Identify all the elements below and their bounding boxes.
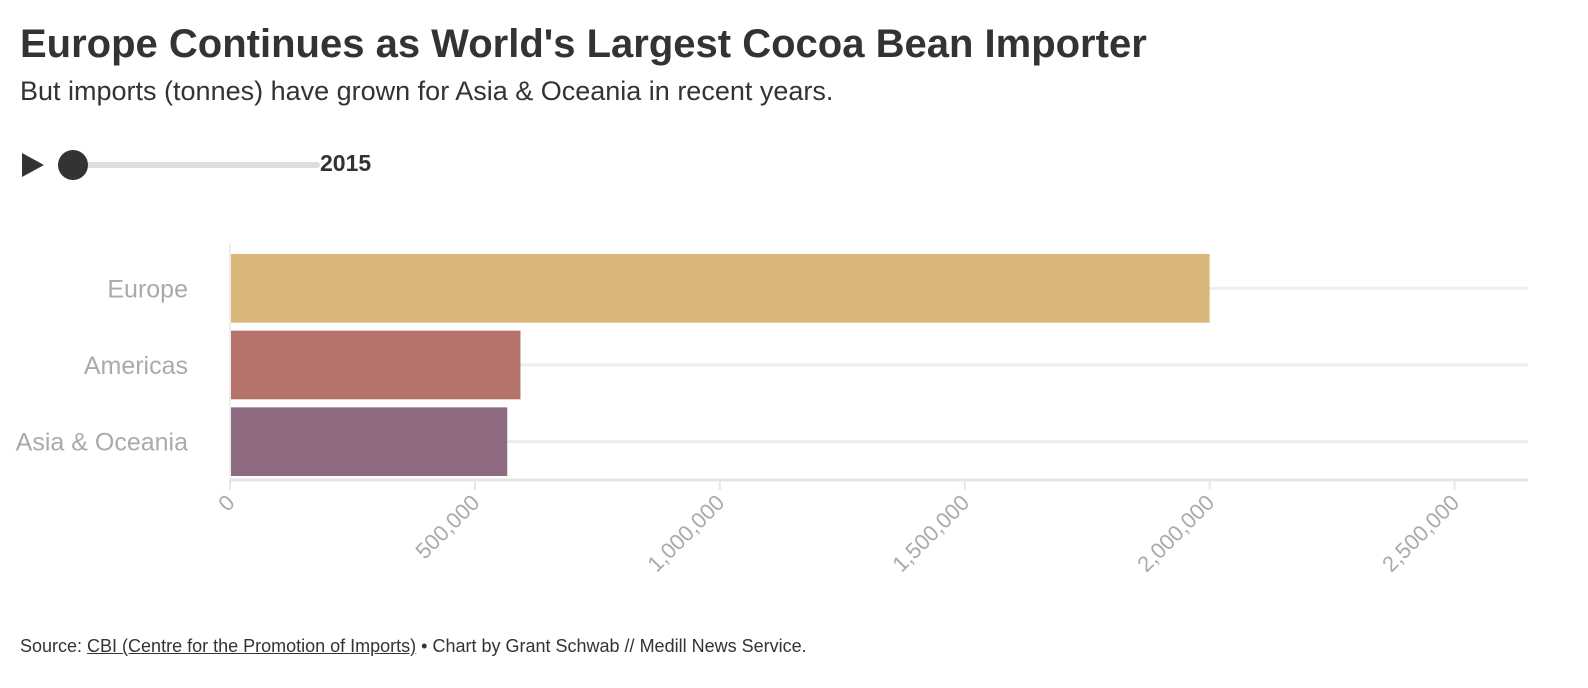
timeline-controls: 2015 xyxy=(20,148,440,182)
footer: Source: CBI (Centre for the Promotion of… xyxy=(20,636,807,657)
bars xyxy=(230,254,1210,476)
bar[interactable] xyxy=(230,407,508,476)
category-label: Europe xyxy=(107,275,188,303)
chart-subtitle: But imports (tonnes) have grown for Asia… xyxy=(20,76,834,106)
bar[interactable] xyxy=(230,254,1210,323)
category-label: Asia & Oceania xyxy=(16,429,188,457)
chart-title: Europe Continues as World's Largest Coco… xyxy=(20,22,1147,66)
chart-credit: • Chart by Grant Schwab // Medill News S… xyxy=(416,636,807,656)
category-label: Americas xyxy=(84,352,188,380)
source-prefix: Source: xyxy=(20,636,88,656)
year-slider-handle[interactable] xyxy=(58,150,88,180)
bar[interactable] xyxy=(230,330,521,400)
x-tick-label: 1,000,000 xyxy=(642,490,729,577)
play-icon[interactable] xyxy=(20,152,46,178)
x-tick-label: 2,500,000 xyxy=(1377,490,1464,577)
x-tick-label: 0 xyxy=(213,490,239,516)
year-slider-track[interactable] xyxy=(68,162,320,168)
x-tick-label: 500,000 xyxy=(411,490,485,564)
bar-chart: Europe Americas Asia & Oceania 0 500,000 1,0… xyxy=(0,230,1588,610)
x-tick-label: 1,500,000 xyxy=(887,490,974,577)
source-link[interactable]: CBI (Centre for the Promotion of Imports… xyxy=(87,636,417,656)
category-labels: Europe Americas Asia & Oceania xyxy=(16,275,188,456)
x-tick-label: 2,000,000 xyxy=(1132,490,1219,577)
bar-chart-svg: Europe Americas Asia & Oceania 0 500,000 1,0… xyxy=(16,244,1528,577)
current-year-label: 2015 xyxy=(320,150,372,176)
